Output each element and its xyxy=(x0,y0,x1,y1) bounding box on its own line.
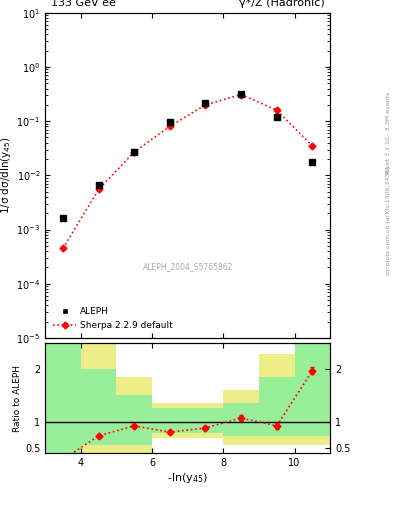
Legend: ALEPH, Sherpa 2.2.9 default: ALEPH, Sherpa 2.2.9 default xyxy=(50,304,177,333)
Text: Rivet 3.1.10,  3.3M events: Rivet 3.1.10, 3.3M events xyxy=(386,92,391,174)
Y-axis label: 1/σ dσ/dln(y$_{45}$): 1/σ dσ/dln(y$_{45}$) xyxy=(0,137,13,214)
X-axis label: -ln(y$_{45}$): -ln(y$_{45}$) xyxy=(167,471,208,485)
Text: mcplots.cern.ch [arXiv:1306.3436]: mcplots.cern.ch [arXiv:1306.3436] xyxy=(386,166,391,274)
Text: γ*/Z (Hadronic): γ*/Z (Hadronic) xyxy=(239,0,325,8)
Text: ALEPH_2004_S5765862: ALEPH_2004_S5765862 xyxy=(143,262,233,271)
Text: 133 GeV ee: 133 GeV ee xyxy=(51,0,116,8)
Y-axis label: Ratio to ALEPH: Ratio to ALEPH xyxy=(13,365,22,432)
